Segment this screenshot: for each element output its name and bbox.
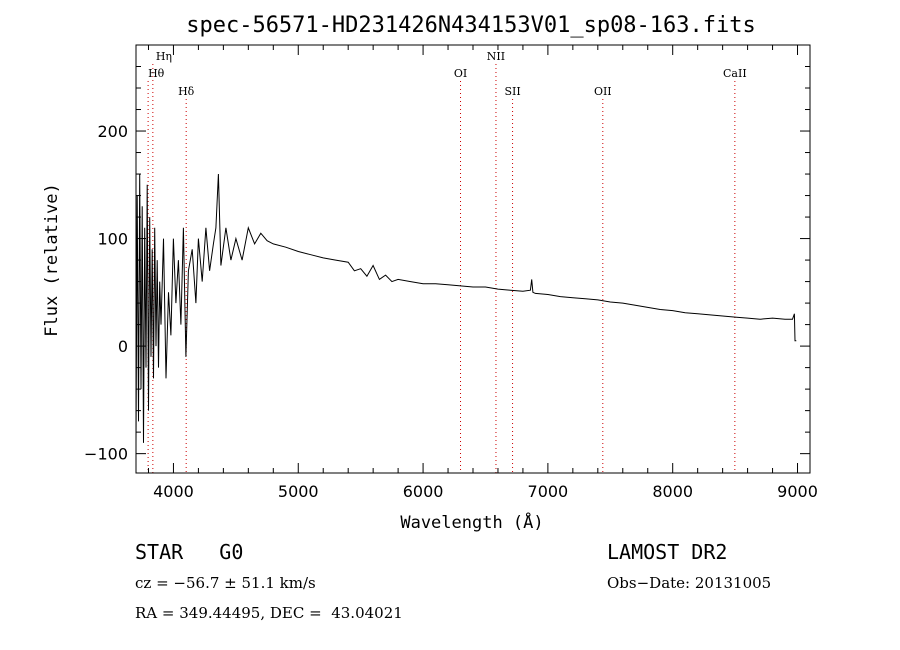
observation-date: Obs−Date: 20131005 (607, 574, 772, 592)
chart-title: spec-56571-HD231426N434153V01_sp08-163.f… (186, 13, 756, 38)
y-tick-label: −100 (84, 445, 128, 464)
line-marker-label: Hη (156, 50, 172, 63)
axis-ticks: 4000 5000 6000 7000 8000 9000 −100 0 100 200 (84, 45, 818, 501)
line-marker-label: NII (487, 50, 505, 63)
line-marker-label: Hδ (178, 85, 195, 98)
line-marker-label: Hθ (148, 67, 165, 80)
line-marker-label: CaII (723, 67, 747, 80)
plot-frame (135, 44, 811, 474)
x-tick-label: 5000 (278, 482, 319, 501)
line-marker-label: OI (454, 67, 467, 80)
x-tick-label: 6000 (403, 482, 444, 501)
y-axis-label: Flux (relative) (42, 183, 62, 337)
object-class: STAR G0 (135, 540, 244, 564)
y-tick-label: 0 (118, 337, 128, 356)
line-marker-label: OII (594, 85, 612, 98)
x-tick-label: 4000 (153, 482, 194, 501)
x-tick-label: 9000 (777, 482, 818, 501)
spectrum-line (135, 173, 797, 443)
ra-dec-coordinates: RA = 349.44495, DEC = 43.04021 (135, 604, 403, 622)
x-tick-label: 8000 (652, 482, 693, 501)
survey-name: LAMOST DR2 (607, 540, 728, 564)
y-tick-label: 200 (97, 122, 128, 141)
x-tick-label: 7000 (528, 482, 569, 501)
line-markers: Hη Hθ Hδ OI NII SII OII CaII (147, 50, 747, 473)
x-axis-label: Wavelength (Å) (400, 511, 543, 533)
redshift-velocity: cz = −56.7 ± 51.1 km/s (135, 574, 316, 592)
spectrum-series (135, 173, 797, 443)
y-tick-label: 100 (97, 230, 128, 249)
line-marker-label: SII (504, 85, 520, 98)
